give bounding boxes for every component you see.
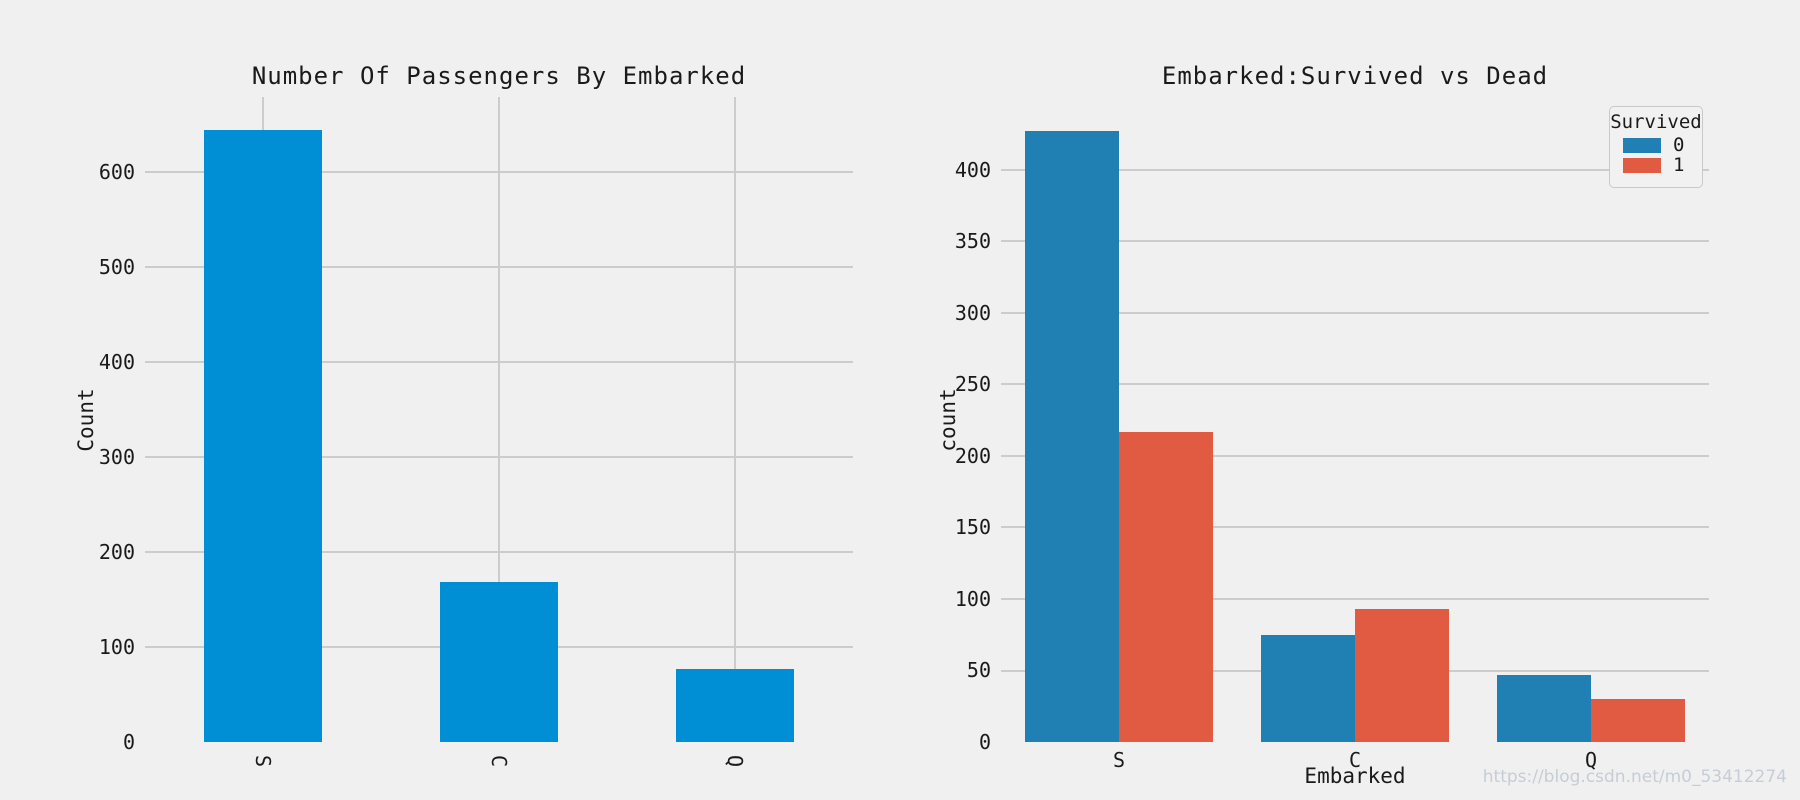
gridline-horizontal [1001, 311, 1709, 314]
left-chart-plot-area [145, 97, 853, 742]
bar-S-survived-0 [1024, 131, 1119, 742]
gridline-vertical [498, 97, 500, 742]
gridline-horizontal [145, 456, 853, 459]
gridline-horizontal [145, 361, 853, 364]
x-tick-label: S [251, 754, 275, 768]
legend-row-survived-0: 0 [1610, 133, 1702, 156]
y-tick-label: 150 [954, 515, 991, 540]
bar-Q-survived-1 [1591, 699, 1686, 742]
bar-Q-survived-0 [1496, 674, 1591, 742]
left-chart-title: Number Of Passengers By Embarked [251, 62, 747, 90]
gridline-horizontal [1001, 383, 1709, 386]
bar-Q [676, 668, 794, 742]
y-tick-label: 400 [98, 350, 135, 375]
legend: Survived 0 1 [1609, 106, 1703, 188]
x-tick-label: Q [1584, 748, 1598, 772]
gridline-horizontal [145, 266, 853, 269]
y-tick-label: 200 [98, 540, 135, 564]
gridline-horizontal [1001, 598, 1709, 600]
x-tick-label: Q [723, 754, 747, 768]
bar-C-survived-0 [1260, 634, 1355, 742]
y-tick-label: 50 [966, 658, 991, 683]
gridline-horizontal [1001, 168, 1709, 171]
legend-swatch-survived-1-icon [1623, 157, 1661, 173]
gridline-horizontal [1001, 526, 1709, 529]
bar-C [440, 582, 558, 742]
bar-S [204, 130, 322, 742]
y-tick-label: 200 [954, 443, 991, 468]
y-tick-label: 0 [122, 730, 135, 754]
legend-swatch-survived-0-icon [1623, 137, 1661, 153]
right-chart-y-axis-label: count [936, 388, 960, 452]
gridline-horizontal [145, 171, 853, 174]
gridline-horizontal [1001, 240, 1709, 243]
gridline-vertical [734, 97, 736, 742]
legend-label-survived-0: 0 [1673, 133, 1685, 156]
x-tick-label: S [1112, 748, 1126, 772]
y-tick-label: 300 [954, 300, 991, 325]
y-tick-label: 100 [98, 635, 135, 659]
y-tick-label: 300 [98, 445, 135, 470]
right-chart-title: Embarked:Survived vs Dead [1161, 62, 1549, 90]
y-tick-label: 500 [98, 255, 135, 280]
y-tick-label: 0 [978, 730, 991, 754]
legend-row-survived-1: 1 [1610, 153, 1702, 176]
x-tick-label: C [487, 754, 511, 768]
gridline-horizontal [145, 551, 853, 554]
y-tick-label: 100 [954, 586, 991, 611]
watermark-url: https://blog.csdn.net/m0_53412274 [1482, 767, 1787, 787]
right-chart-x-axis-label: Embarked [1304, 764, 1406, 788]
left-chart-y-axis-label: Count [74, 388, 98, 452]
legend-label-survived-1: 1 [1673, 153, 1685, 176]
gridline-horizontal [1001, 454, 1709, 457]
y-tick-label: 250 [954, 372, 991, 397]
bar-C-survived-1 [1355, 609, 1450, 742]
y-tick-label: 400 [954, 157, 991, 182]
x-tick-label: C [1348, 748, 1362, 772]
legend-title: Survived [1610, 111, 1702, 133]
right-chart-plot-area [1001, 97, 1709, 742]
y-tick-label: 350 [954, 229, 991, 254]
y-tick-label: 600 [98, 160, 135, 185]
bar-S-survived-1 [1119, 431, 1214, 742]
